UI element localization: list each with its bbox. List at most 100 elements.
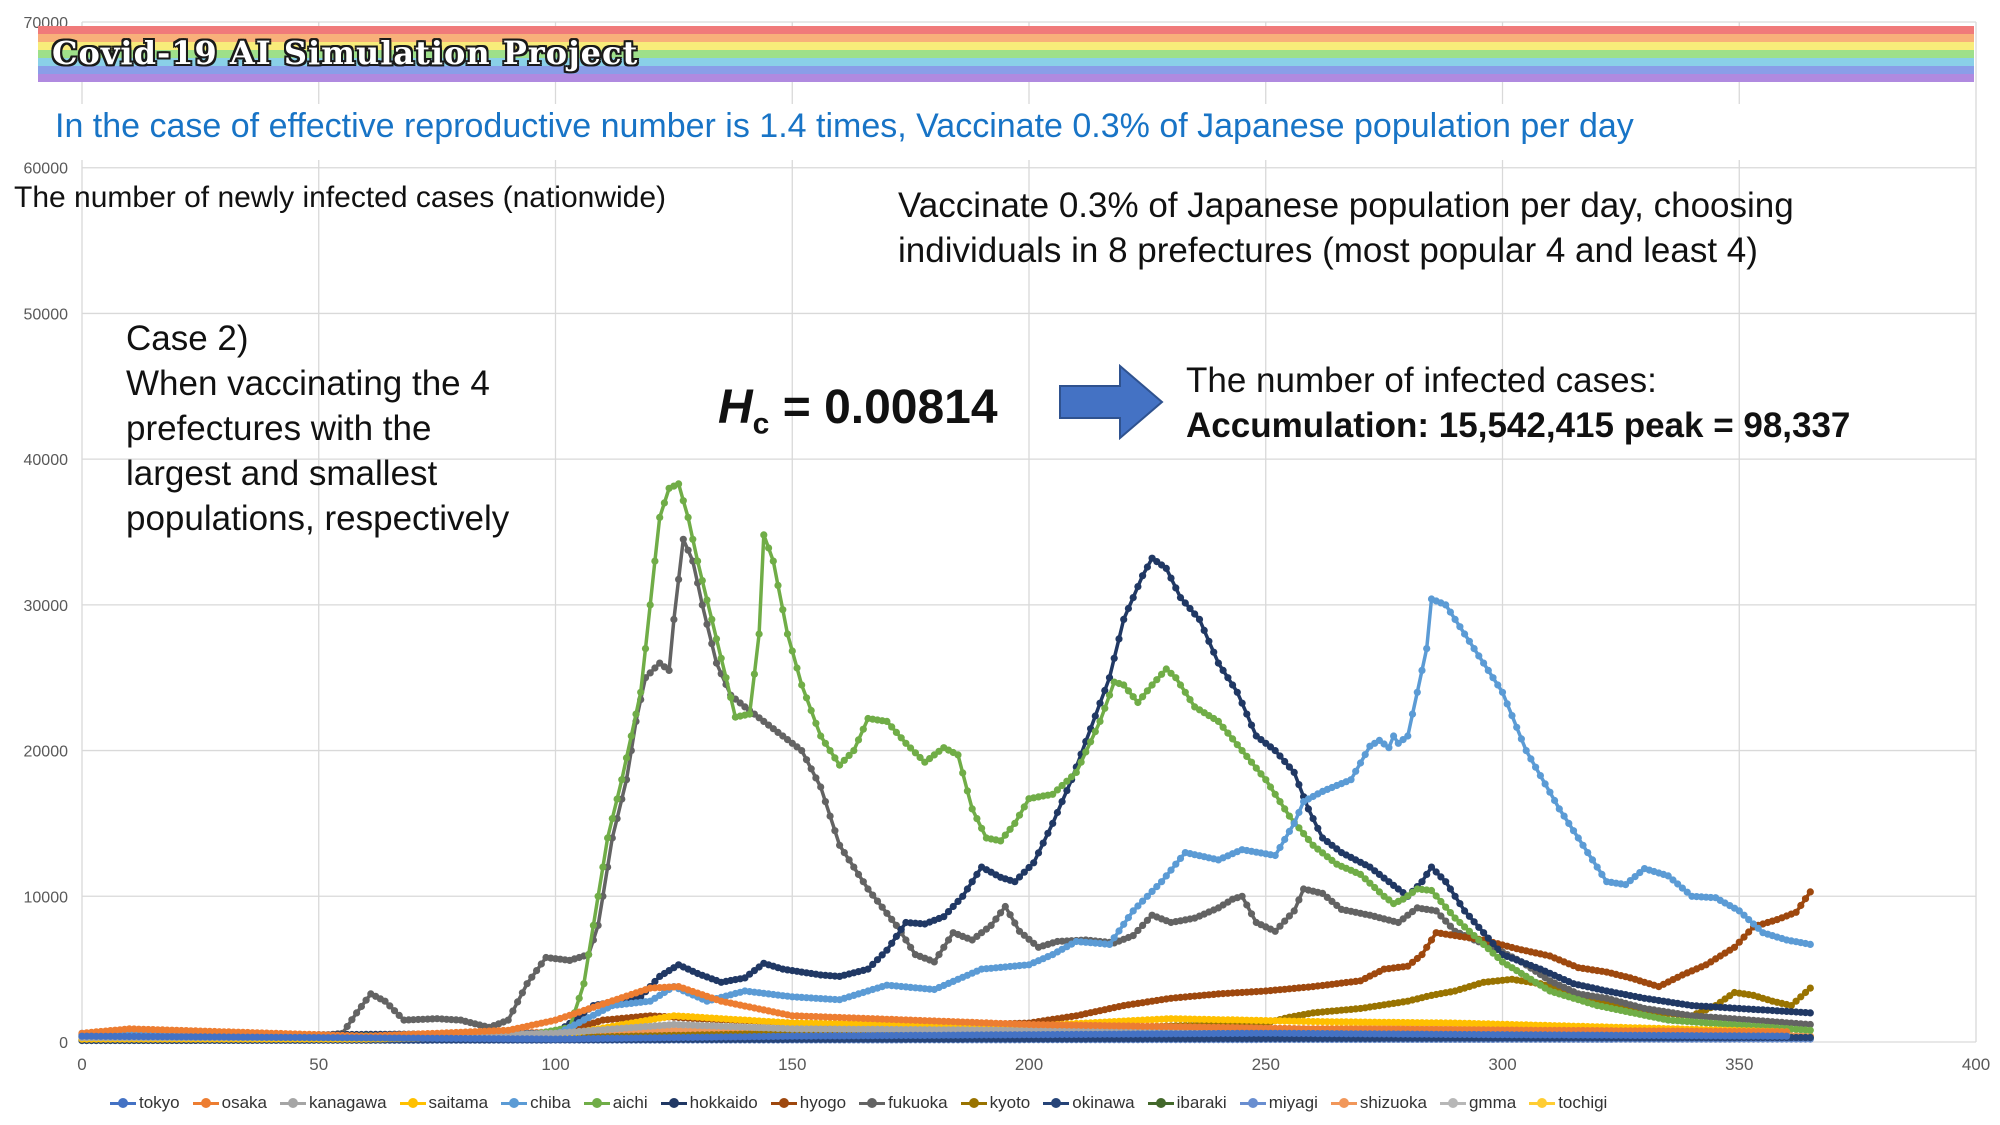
data-point-aichi <box>684 513 692 522</box>
data-point-hokkaido <box>1247 721 1256 729</box>
data-point-chiba <box>1442 601 1450 609</box>
data-point-fukuoka <box>518 989 527 997</box>
data-point-hokkaido <box>1437 873 1445 881</box>
data-point-aichi <box>1465 927 1473 935</box>
data-point-fukuoka <box>836 841 844 849</box>
data-point-chiba <box>1281 835 1289 844</box>
data-point-aichi <box>1356 870 1365 879</box>
data-point-aichi <box>1063 777 1071 785</box>
data-point-fukuoka <box>930 958 938 966</box>
data-point-aichi <box>1243 752 1251 761</box>
data-point-aichi <box>779 606 787 614</box>
data-point-aichi <box>769 557 777 565</box>
data-point-chiba <box>1461 630 1469 638</box>
data-point-chiba <box>1105 940 1114 949</box>
data-point-chiba <box>1551 796 1559 805</box>
data-point-chiba <box>1569 827 1578 835</box>
data-point-hokkaido <box>1480 929 1488 937</box>
data-point-fukuoka <box>390 1007 399 1015</box>
data-point-aichi <box>798 681 806 689</box>
data-point-aichi <box>836 761 844 769</box>
data-point-chiba <box>1674 880 1682 888</box>
data-point-aichi <box>1148 681 1156 689</box>
data-point-hokkaido <box>1124 604 1132 613</box>
data-point-aichi <box>1020 803 1028 811</box>
data-point-hokkaido <box>1181 599 1189 607</box>
data-point-aichi <box>840 756 848 764</box>
data-point-aichi <box>1494 953 1502 962</box>
data-point-aichi <box>774 581 782 590</box>
x-tick-label: 0 <box>77 1055 86 1074</box>
data-point-fukuoka <box>817 783 825 791</box>
data-point-chiba <box>1418 666 1426 675</box>
data-point-hyogo <box>1797 901 1805 910</box>
data-point-chiba <box>1546 788 1554 796</box>
data-point-chiba <box>1456 623 1464 631</box>
data-point-aichi <box>1266 783 1275 791</box>
data-point-chiba <box>1522 747 1530 755</box>
data-point-aichi <box>708 615 716 624</box>
data-point-hokkaido <box>1484 934 1492 942</box>
data-point-chiba <box>1565 819 1573 828</box>
data-point-aichi <box>959 769 967 777</box>
data-point-chiba <box>1295 808 1303 817</box>
data-point-hokkaido <box>1049 819 1057 828</box>
data-point-fukuoka <box>845 856 853 864</box>
data-point-aichi <box>1475 936 1483 944</box>
data-point-aichi <box>911 749 920 757</box>
data-point-aichi <box>1446 909 1454 917</box>
data-point-hokkaido <box>1290 768 1298 777</box>
data-point-hokkaido <box>968 878 976 886</box>
data-point-hokkaido <box>1096 699 1104 707</box>
data-point-fukuoka <box>940 943 948 951</box>
data-point-chiba <box>1271 851 1279 860</box>
data-point-aichi <box>1314 845 1322 853</box>
data-point-chiba <box>1446 608 1454 616</box>
data-point-aichi <box>594 892 602 900</box>
data-point-chiba <box>1390 732 1398 740</box>
data-point-chiba <box>1541 780 1549 788</box>
x-tick-label: 200 <box>1015 1055 1043 1074</box>
data-point-fukuoka <box>651 664 659 672</box>
data-point-hokkaido <box>1011 878 1019 886</box>
data-point-hyogo <box>1745 928 1753 936</box>
data-point-fukuoka <box>528 973 536 981</box>
data-point-hokkaido <box>1063 787 1071 795</box>
data-point-fukuoka <box>888 915 896 924</box>
data-point-hokkaido <box>1304 805 1312 813</box>
data-point-hokkaido <box>1172 584 1180 592</box>
data-point-hyogo <box>1730 943 1739 951</box>
data-point-fukuoka <box>869 891 877 899</box>
data-point-chiba <box>1622 881 1630 889</box>
data-point-fukuoka <box>1442 917 1450 925</box>
y-tick-label: 20000 <box>24 744 69 761</box>
data-point-fukuoka <box>944 936 953 944</box>
data-point-chiba <box>1754 924 1762 932</box>
data-point-hokkaido <box>1442 878 1450 886</box>
data-point-chiba <box>1503 700 1511 708</box>
data-point-fukuoka <box>1134 926 1142 935</box>
data-point-chiba <box>1480 659 1488 667</box>
data-point-aichi <box>821 739 830 747</box>
data-point-fukuoka <box>1446 922 1454 930</box>
data-point-aichi <box>575 994 583 1002</box>
data-point-hokkaido <box>1271 747 1279 755</box>
data-point-chiba <box>1498 688 1507 696</box>
data-point-aichi <box>845 751 853 760</box>
data-point-fukuoka <box>1281 917 1289 925</box>
data-point-hokkaido <box>1139 572 1147 580</box>
data-point-hyogo <box>1408 958 1417 966</box>
data-point-aichi <box>1139 693 1147 701</box>
data-point-aichi <box>1219 723 1227 731</box>
data-point-fukuoka <box>850 863 858 871</box>
data-point-aichi <box>1285 812 1293 820</box>
data-point-aichi <box>831 754 839 762</box>
data-point-aichi <box>1162 665 1170 673</box>
data-point-chiba <box>1162 872 1170 880</box>
data-point-fukuoka <box>992 915 1000 923</box>
data-point-fukuoka <box>509 1007 517 1015</box>
data-point-fukuoka <box>1276 922 1284 930</box>
data-point-hokkaido <box>1243 710 1251 718</box>
data-point-hokkaido <box>1238 699 1246 707</box>
data-point-hokkaido <box>1091 712 1099 720</box>
